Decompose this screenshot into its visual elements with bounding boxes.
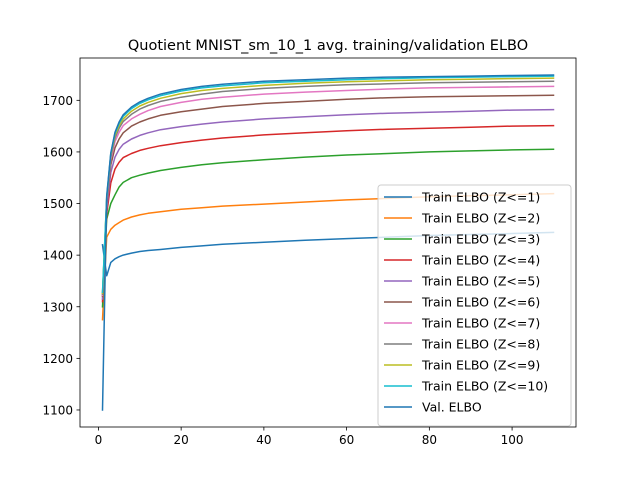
axes-frame xyxy=(79,57,577,428)
plot-area xyxy=(101,74,555,411)
series-line-7 xyxy=(101,85,555,297)
series-line-9 xyxy=(101,77,555,295)
x-tick-label: 40 xyxy=(256,433,271,447)
legend: Train ELBO (Z<=1) Train ELBO (Z<=2) Train … xyxy=(377,184,572,427)
legend-label-6: Train ELBO (Z<=6) xyxy=(421,295,540,310)
series-line-5 xyxy=(101,108,555,300)
series-line-8 xyxy=(101,80,555,296)
y-tick-label: 1100 xyxy=(42,403,73,417)
y-tick-label: 1400 xyxy=(42,249,73,263)
legend-box xyxy=(377,184,572,427)
axes: 0 20 40 60 80 100 1100 1200 1300 1400 1500 1600 1700 xyxy=(42,57,577,447)
legend-label-4: Train ELBO (Z<=4) xyxy=(421,253,540,268)
legend-label-1: Train ELBO (Z<=1) xyxy=(421,190,540,205)
x-tick-label: 60 xyxy=(339,433,354,447)
y-tick-label: 1500 xyxy=(42,197,73,211)
series-line-6 xyxy=(101,94,555,298)
y-tick-label: 1200 xyxy=(42,352,73,366)
y-tick-label: 1600 xyxy=(42,145,73,159)
y-tick-label: 1700 xyxy=(42,94,73,108)
legend-label-7: Train ELBO (Z<=7) xyxy=(421,316,540,331)
y-tick-label: 1300 xyxy=(42,300,73,314)
legend-label-3: Train ELBO (Z<=3) xyxy=(421,232,540,247)
chart-title: Quotient MNIST_sm_10_1 avg. training/val… xyxy=(128,38,528,54)
legend-label-2: Train ELBO (Z<=2) xyxy=(421,211,540,226)
legend-label-9: Train ELBO (Z<=9) xyxy=(421,358,540,373)
series-line-4 xyxy=(101,124,555,303)
x-tick-label: 20 xyxy=(174,433,189,447)
x-tick-label: 80 xyxy=(422,433,437,447)
series-line-3 xyxy=(101,148,555,308)
legend-label-5: Train ELBO (Z<=5) xyxy=(421,274,540,289)
series-line-11 xyxy=(101,74,555,411)
x-tick-label: 0 xyxy=(95,433,103,447)
legend-label-8: Train ELBO (Z<=8) xyxy=(421,337,540,352)
x-tick-label: 100 xyxy=(501,433,524,447)
legend-label-11: Val. ELBO xyxy=(422,400,482,415)
legend-label-10: Train ELBO (Z<=10) xyxy=(421,379,548,394)
